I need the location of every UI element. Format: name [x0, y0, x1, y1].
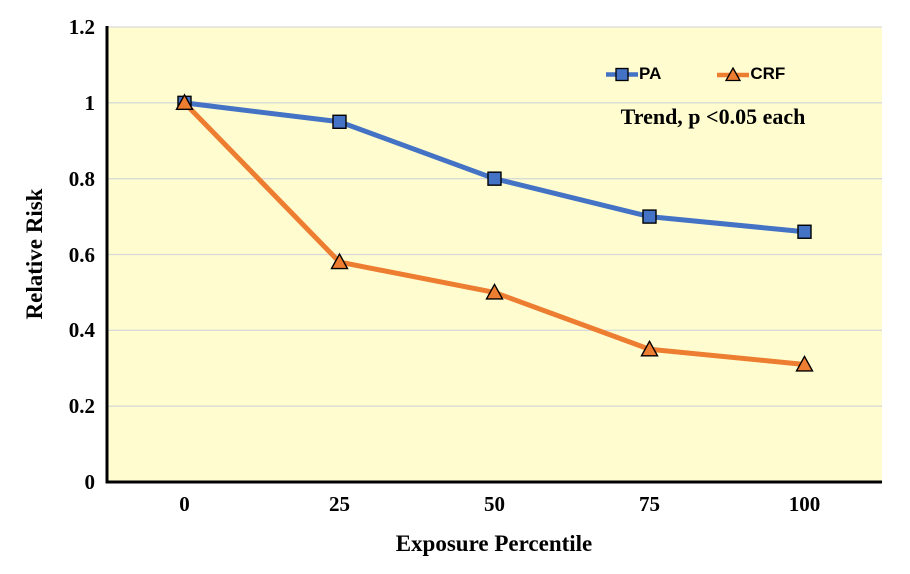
legend-item-pa: PA — [606, 64, 661, 84]
data-point-crf — [330, 252, 349, 270]
y-tick-label: 0.2 — [68, 394, 95, 419]
data-point-pa — [642, 209, 657, 224]
legend-label-pa: PA — [639, 64, 662, 83]
y-tick-label: 0 — [84, 470, 96, 494]
y-tick-label: 0.8 — [68, 166, 95, 191]
legend: PA CRF — [606, 64, 785, 84]
x-axis-title: Exposure Percentile — [395, 531, 593, 556]
data-point-pa — [332, 114, 347, 129]
data-point-pa — [487, 171, 502, 186]
y-tick-label: 0.4 — [68, 318, 95, 343]
y-tick-label: 0.6 — [68, 242, 95, 267]
x-tick-label: 0 — [179, 492, 190, 516]
data-point-pa — [797, 224, 812, 239]
legend-item-crf: CRF — [717, 64, 785, 84]
square-marker-icon — [606, 67, 638, 81]
triangle-marker-icon — [717, 66, 750, 81]
y-axis-title: Relative Risk — [22, 188, 47, 320]
data-point-crf — [640, 339, 659, 357]
x-tick-label: 100 — [788, 492, 821, 516]
x-tick-label: 50 — [484, 492, 505, 516]
legend-label-crf: CRF — [750, 64, 786, 83]
x-tick-label: 25 — [329, 492, 350, 516]
y-tick-label: 1 — [84, 90, 96, 115]
data-point-crf — [175, 93, 194, 111]
x-tick-label: 75 — [639, 492, 660, 516]
data-point-crf — [795, 355, 814, 372]
data-point-crf — [485, 282, 504, 300]
y-tick-label: 1.2 — [68, 15, 95, 39]
trend-annotation: Trend, p <0.05 each — [620, 104, 806, 129]
